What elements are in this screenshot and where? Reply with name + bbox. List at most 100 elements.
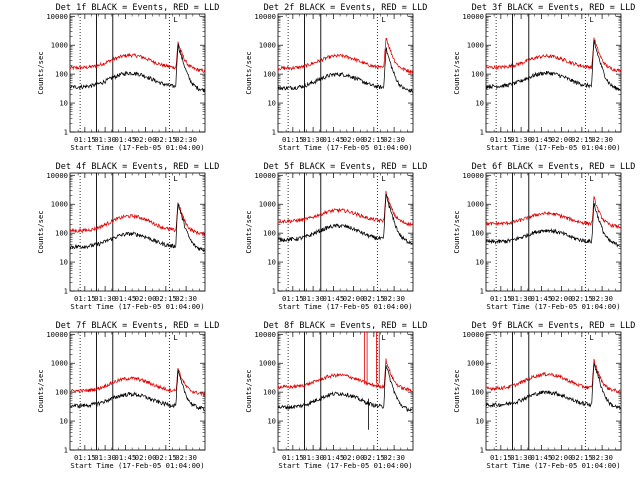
y-tick-label: 1 [64,287,68,296]
x-tick-label: 02:00 [551,453,573,462]
x-tick-label: 01:45 [323,135,345,144]
x-tick-label: 02:15 [363,135,385,144]
panel-title: Det 7f BLACK = Events, RED = LLD [56,321,220,331]
x-tick-label: 01:45 [531,453,553,462]
y-axis-label: Counts/sec [452,369,461,412]
y-tick-label: 10 [59,417,68,426]
y-tick-label: 10 [475,99,484,108]
lld-marker-label: L [173,15,177,24]
x-tick-label: 02:30 [383,453,405,462]
y-tick-label: 1000 [467,41,484,50]
events-series-line [486,363,621,411]
y-tick-label: 1 [272,287,276,296]
y-tick-label: 1 [480,287,484,296]
y-tick-label: 1000 [51,359,68,368]
x-axis-label: Start Time (17-Feb-05 01:04:00) [70,143,204,152]
panel-title: Det 9f BLACK = Events, RED = LLD [472,321,636,331]
detector-panel-1: Det 1f BLACK = Events, RED = LLD 1 10 100 10… [36,3,219,152]
y-tick-label: 1 [64,446,68,455]
lld-marker-label: L [173,174,177,183]
lld-series-line [277,190,413,227]
y-axis-label: Counts/sec [36,369,45,412]
x-tick-label: 01:15 [282,453,304,462]
y-tick-label: 1 [480,446,484,455]
y-tick-label: 10 [267,258,276,267]
events-series-line [278,193,413,245]
x-tick-label: 02:15 [155,294,177,303]
events-series-line [485,40,621,91]
x-axis-label: Start Time (17-Feb-05 01:04:00) [278,461,412,470]
x-tick-label: 02:15 [363,453,385,462]
lld-series-line [69,41,205,73]
x-tick-label: 01:30 [94,453,116,462]
y-axis-label: Counts/sec [244,369,253,412]
x-axis-label: Start Time (17-Feb-05 01:04:00) [70,461,204,470]
x-tick-label: 02:30 [383,135,405,144]
x-tick-label: 02:00 [551,294,573,303]
y-tick-label: 10 [267,417,276,426]
x-tick-label: 02:15 [155,135,177,144]
y-axis-label: Counts/sec [244,51,253,94]
x-tick-label: 02:00 [343,135,365,144]
events-series-line [69,43,205,93]
y-tick-label: 10000 [254,171,276,180]
y-axis-label: Counts/sec [452,51,461,94]
x-tick-label: 02:30 [175,135,197,144]
events-series-line [485,202,621,248]
events-series-line [277,365,413,412]
panel-title: Det 2f BLACK = Events, RED = LLD [264,3,428,13]
x-tick-label: 01:45 [115,135,137,144]
x-tick-label: 01:30 [302,294,324,303]
panel-title: Det 4f BLACK = Events, RED = LLD [56,162,220,172]
y-axis-label: Counts/sec [36,51,45,94]
x-tick-label: 02:30 [591,453,613,462]
lld-series-line [485,358,621,394]
detector-panel-7: Det 7f BLACK = Events, RED = LLD 1 10 100 10… [36,321,219,470]
detector-panel-4: Det 4f BLACK = Events, RED = LLD 1 10 100 10… [36,162,219,311]
plot-frame [277,13,414,133]
x-tick-label: 01:45 [323,294,345,303]
y-tick-label: 10000 [254,330,276,339]
x-tick-label: 02:15 [571,453,593,462]
y-tick-label: 1 [480,128,484,137]
y-tick-label: 1 [64,128,68,137]
x-tick-label: 02:30 [383,294,405,303]
plot-frame [485,172,622,292]
x-tick-label: 01:15 [74,294,96,303]
x-tick-label: 02:30 [175,294,197,303]
x-tick-label: 01:45 [115,294,137,303]
x-tick-label: 01:15 [74,135,96,144]
x-axis-label: Start Time (17-Feb-05 01:04:00) [486,143,620,152]
y-tick-label: 10000 [254,12,276,21]
y-tick-label: 100 [263,388,276,397]
x-tick-label: 02:15 [363,294,385,303]
detector-panel-5: Det 5f BLACK = Events, RED = LLD 1 10 100 10… [244,162,427,311]
y-tick-label: 100 [263,229,276,238]
detector-panel-3: Det 3f BLACK = Events, RED = LLD 1 10 100 10… [452,3,635,152]
events-series-line [69,202,205,253]
x-tick-label: 02:15 [571,135,593,144]
x-tick-label: 01:30 [302,135,324,144]
x-tick-label: 02:00 [343,453,365,462]
plot-frame [69,13,206,133]
x-tick-label: 02:00 [135,135,157,144]
x-axis-label: Start Time (17-Feb-05 01:04:00) [278,302,412,311]
lld-marker-label: L [589,15,593,24]
y-tick-label: 1000 [51,200,68,209]
x-tick-label: 01:15 [490,294,512,303]
x-tick-label: 02:00 [135,294,157,303]
y-tick-label: 100 [55,229,68,238]
detector-panel-9: Det 9f BLACK = Events, RED = LLD 1 10 100 10… [452,321,635,470]
lld-series-line [277,358,413,393]
x-tick-label: 01:15 [490,135,512,144]
lld-marker-label: L [381,333,385,342]
y-axis-label: Counts/sec [452,210,461,253]
panel-title: Det 8f BLACK = Events, RED = LLD [264,321,428,331]
y-tick-label: 1000 [51,41,68,50]
plot-frame [485,13,622,133]
detector-panel-2: Det 2f BLACK = Events, RED = LLD 1 10 100 10… [244,3,427,152]
x-tick-label: 01:30 [510,294,532,303]
x-tick-label: 02:00 [551,135,573,144]
x-tick-label: 01:15 [282,135,304,144]
